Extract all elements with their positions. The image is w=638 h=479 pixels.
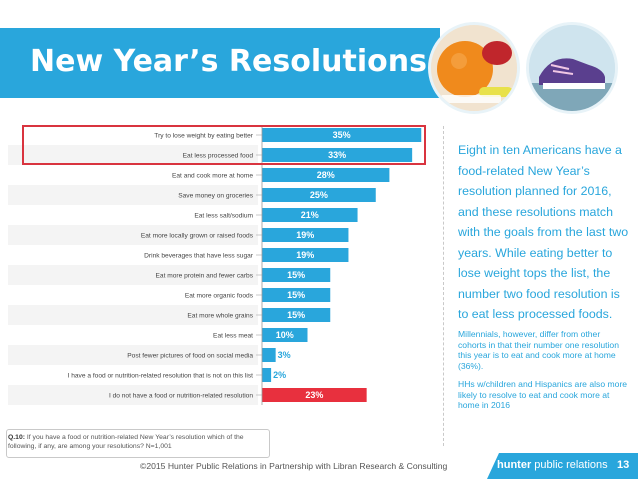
category-label: Eat more protein and fewer carbs: [156, 272, 254, 279]
resolutions-bar-chart: Try to lose weight by eating better 35% Ea…: [8, 125, 426, 405]
summary-text: Eight in ten Americans have a food-relat…: [458, 143, 629, 321]
data-bar: [262, 148, 413, 162]
data-bar: [262, 328, 308, 342]
data-bar: [262, 388, 367, 402]
category-label: Try to lose weight by eating better: [154, 132, 254, 139]
value-label: 19%: [296, 230, 314, 240]
data-bar: [262, 308, 331, 322]
row-stripe: [8, 305, 258, 325]
category-label: Eat more organic foods: [185, 292, 254, 299]
data-bar: [262, 208, 358, 222]
footer-credit: ©2015 Hunter Public Relations in Partner…: [140, 461, 448, 471]
category-label: Eat and cook more at home: [172, 172, 253, 179]
data-bar: [262, 248, 349, 262]
data-bar: [262, 288, 331, 302]
value-label: 15%: [287, 310, 305, 320]
question-box: [6, 429, 270, 458]
value-label: 21%: [301, 210, 319, 220]
value-label: 33%: [328, 150, 346, 160]
question-label: Q.10:: [8, 434, 25, 441]
value-label: 15%: [287, 270, 305, 280]
row-stripe: [8, 145, 258, 165]
category-label: Save money on groceries: [178, 192, 253, 199]
value-label: 19%: [296, 250, 314, 260]
value-label: 28%: [317, 170, 335, 180]
category-label: Drink beverages that have less sugar: [144, 252, 254, 259]
category-label: I have a food or nutrition-related resol…: [68, 372, 254, 379]
highlight-box: [22, 125, 426, 165]
households-note: HHs w/children and Hispanics are also mo…: [458, 379, 628, 410]
page-number: 13: [617, 459, 630, 471]
brand-logo-text: hunter public relations: [497, 459, 608, 471]
category-label: Eat more locally grown or raised foods: [141, 232, 254, 239]
data-bar: [262, 348, 276, 362]
data-bar: [262, 168, 390, 182]
row-stripe: [8, 385, 258, 405]
category-label: I do not have a food or nutrition-relate…: [109, 392, 253, 399]
value-label: 10%: [276, 330, 294, 340]
row-stripe: [8, 225, 258, 245]
data-bar: [262, 368, 272, 382]
value-label: 35%: [333, 130, 351, 140]
category-label: Post fewer pictures of food on social me…: [127, 352, 253, 359]
value-label: 25%: [310, 190, 328, 200]
data-bar: [262, 128, 422, 142]
fruit-photo: [428, 22, 520, 114]
question-text: If you have a food or nutrition-related …: [8, 434, 244, 450]
value-label: 3%: [278, 350, 291, 360]
sneakers-photo: [526, 22, 618, 114]
category-label: Eat more whole grains: [187, 312, 253, 319]
category-label: Eat less meat: [213, 332, 253, 339]
brand-rest: public relations: [531, 459, 608, 471]
category-label: Eat less processed food: [183, 152, 254, 159]
brand-bar: [487, 453, 638, 479]
page-title: New Year’s Resolutions: [30, 44, 427, 79]
question-text-container: Q.10: If you have a food or nutrition-re…: [8, 433, 266, 451]
millennials-note: Millennials, however, differ from other …: [458, 329, 619, 371]
brand-bold: hunter: [497, 459, 532, 471]
row-stripe: [8, 265, 258, 285]
value-label: 2%: [273, 370, 286, 380]
vertical-divider: [443, 126, 444, 446]
value-label: 23%: [305, 390, 323, 400]
data-bar: [262, 228, 349, 242]
row-stripe: [8, 185, 258, 205]
value-label: 15%: [287, 290, 305, 300]
data-bar: [262, 188, 376, 202]
title-banner: [0, 28, 440, 98]
category-label: Eat less salt/sodium: [194, 212, 253, 219]
data-bar: [262, 268, 331, 282]
row-stripe: [8, 345, 258, 365]
